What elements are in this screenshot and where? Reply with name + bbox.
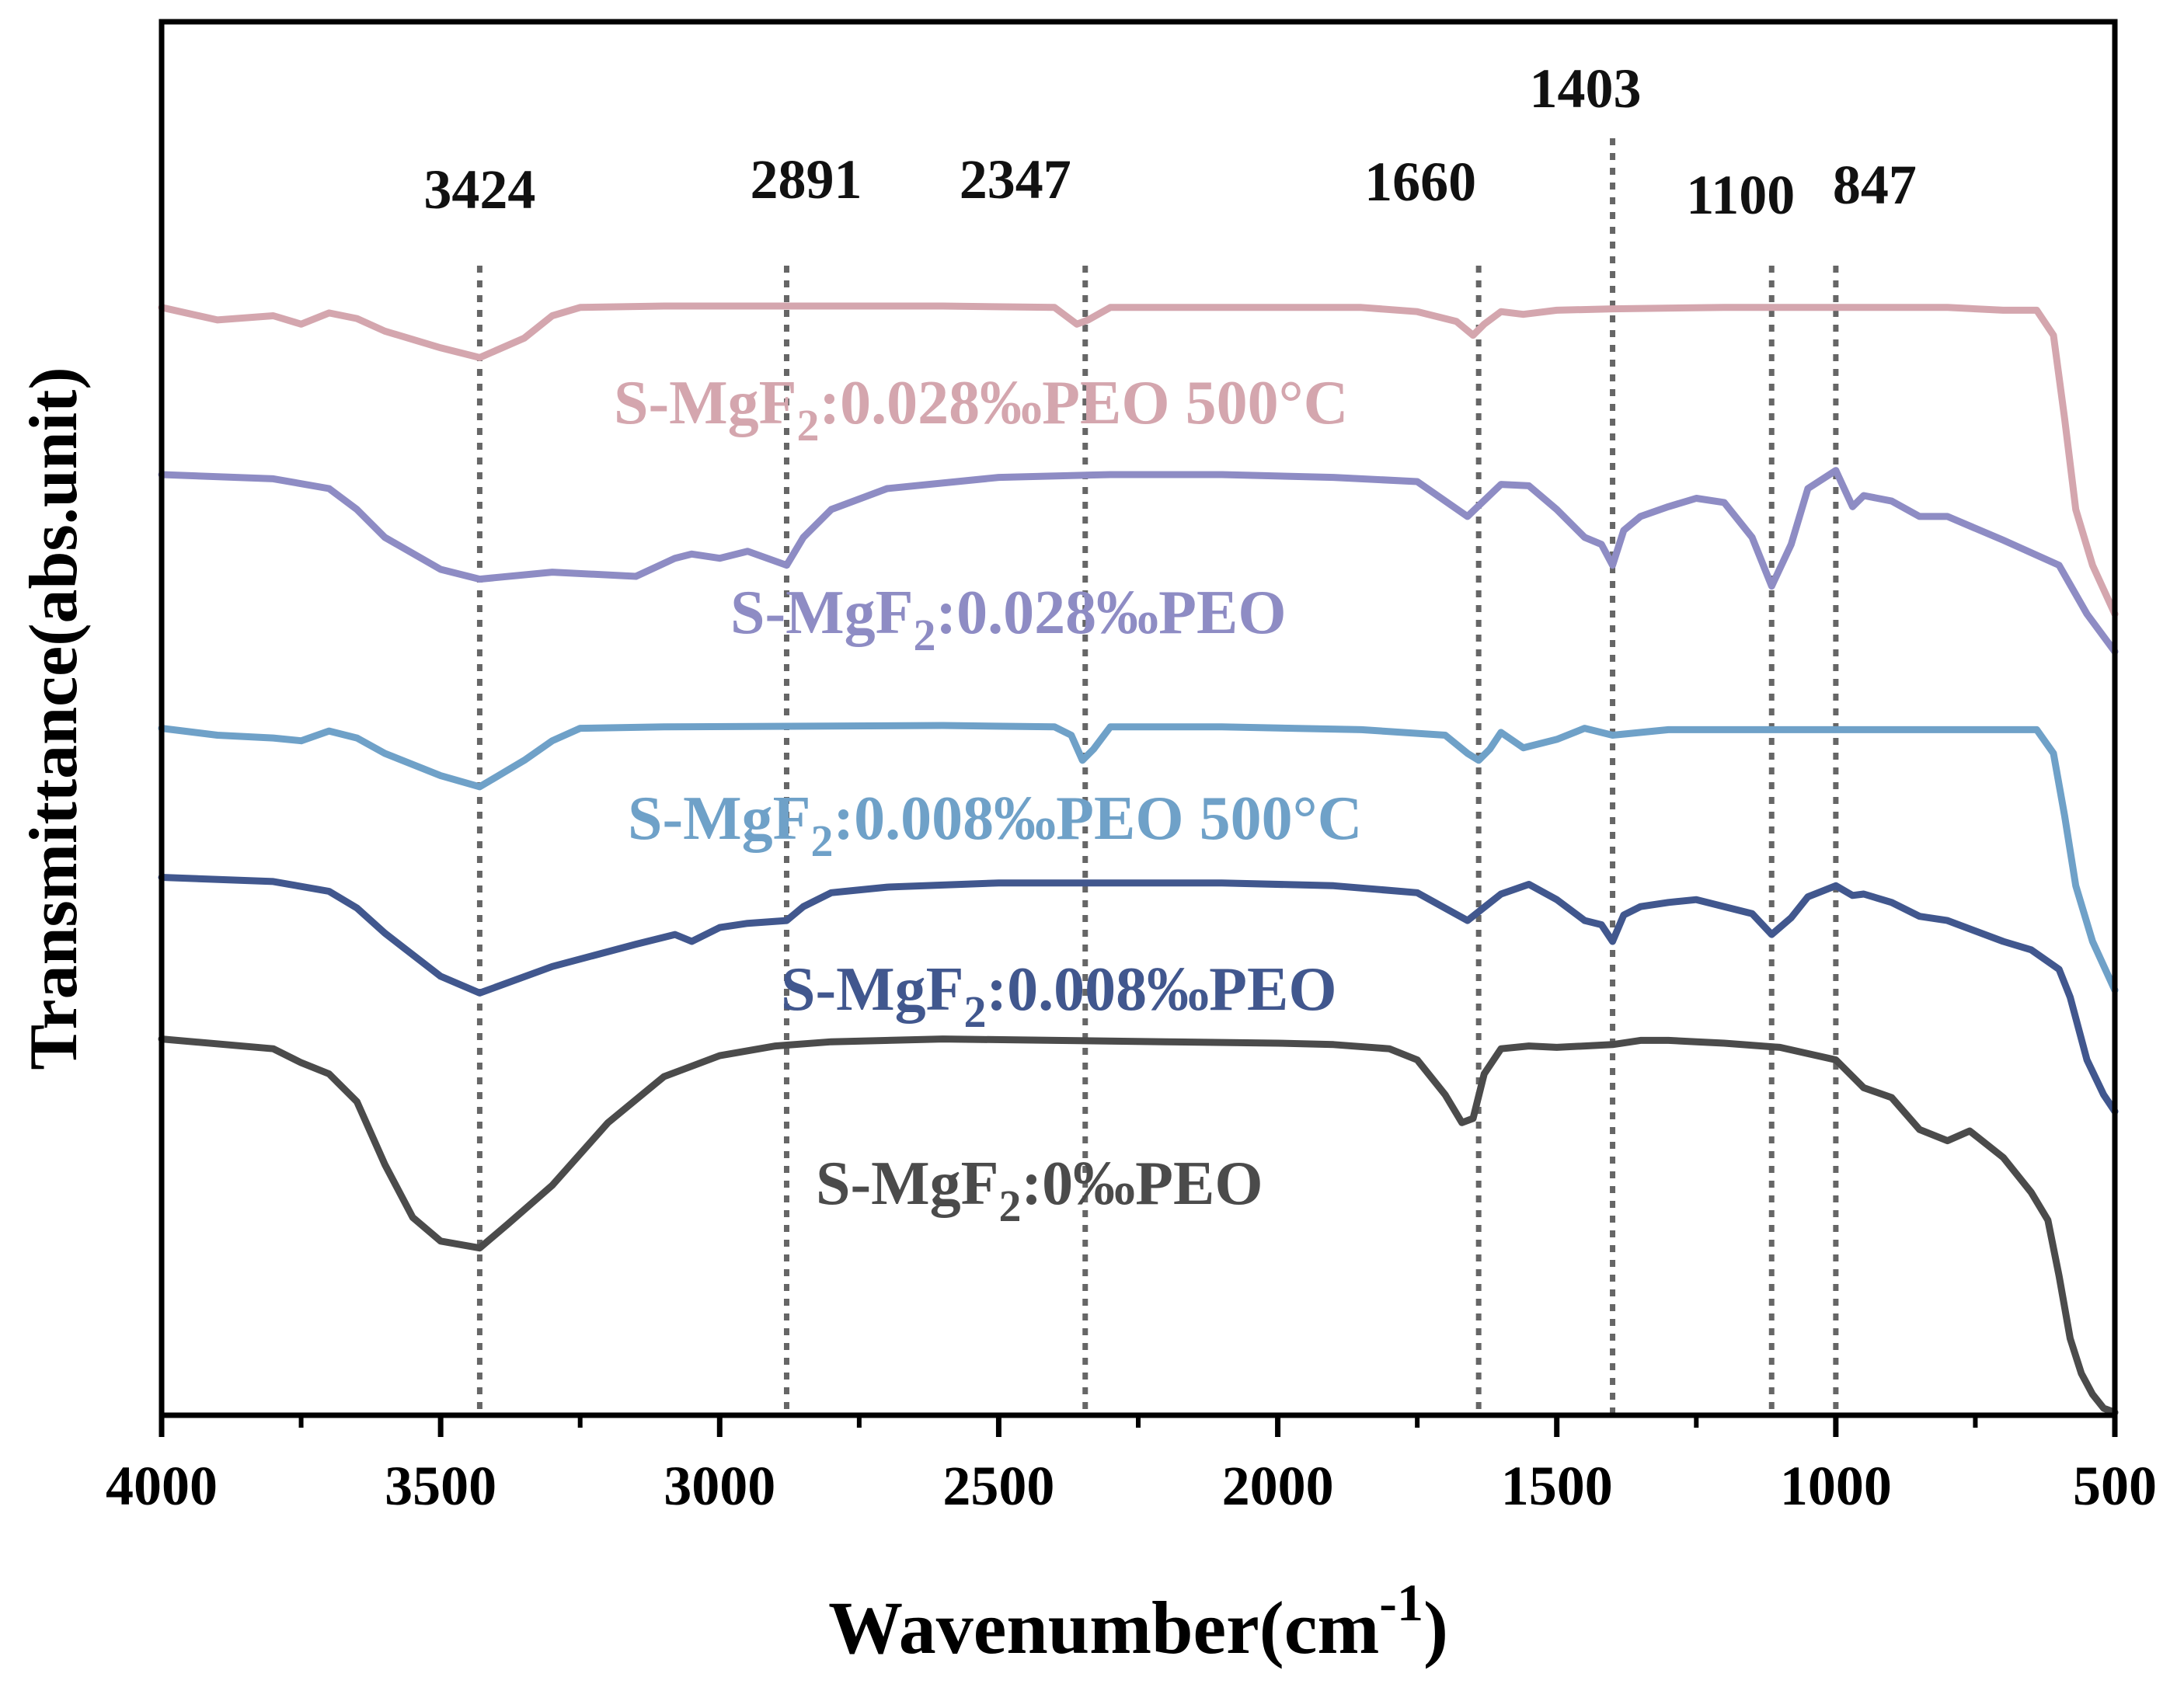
series-line-2 [158,722,2119,994]
peak-label-1660: 1660 [1364,151,1476,213]
series-layer [158,302,2119,1416]
x-tick-label-3500: 3500 [385,1455,496,1517]
series-line-4 [158,1035,2119,1416]
peak-label-2347: 2347 [960,148,1071,210]
series-label-1: S-MgF2:0.028‰PEO [730,579,1287,660]
peak-marker-layer: 3424 2891 2347 1660 1403 1100 847 [423,57,1917,1415]
series-line-0 [158,302,2119,618]
y-axis-title: Transmittance(abs.unit) [16,367,92,1070]
series-line-1 [158,467,2119,656]
peak-label-1403: 1403 [1530,57,1642,120]
peak-label-3424: 3424 [423,158,535,221]
x-tick-label-4000: 4000 [106,1455,218,1517]
series-label-3: S-MgF2:0.008‰PEO [781,955,1337,1037]
peak-label-1100: 1100 [1686,164,1795,226]
axes-layer: 4000 3500 3000 2500 2000 1500 1000 500 Wavenumbe… [16,19,2157,1669]
series-label-4: S-MgF2:0‰PEO [816,1150,1263,1231]
x-tick-label-1000: 1000 [1780,1455,1892,1517]
series-label-2: S-MgF2:0.008‰PEO 500°C [628,785,1362,866]
peak-label-2891: 2891 [750,148,862,210]
series-label-layer: S-MgF2:0.028‰PEO 500°C S-MgF2:0.028‰PEO S-… [614,369,1362,1231]
x-tick-label-500: 500 [2073,1455,2157,1517]
x-tick-label-1500: 1500 [1501,1455,1613,1517]
series-label-0: S-MgF2:0.028‰PEO 500°C [614,369,1348,451]
x-tick-label-2000: 2000 [1222,1455,1334,1517]
series-line-3 [158,874,2119,1115]
x-axis-title: Wavenumber(cm-1) [828,1573,1448,1669]
x-tick-label-3000: 3000 [664,1455,775,1517]
peak-label-847: 847 [1833,154,1917,216]
x-tick-label-2500: 2500 [942,1455,1054,1517]
